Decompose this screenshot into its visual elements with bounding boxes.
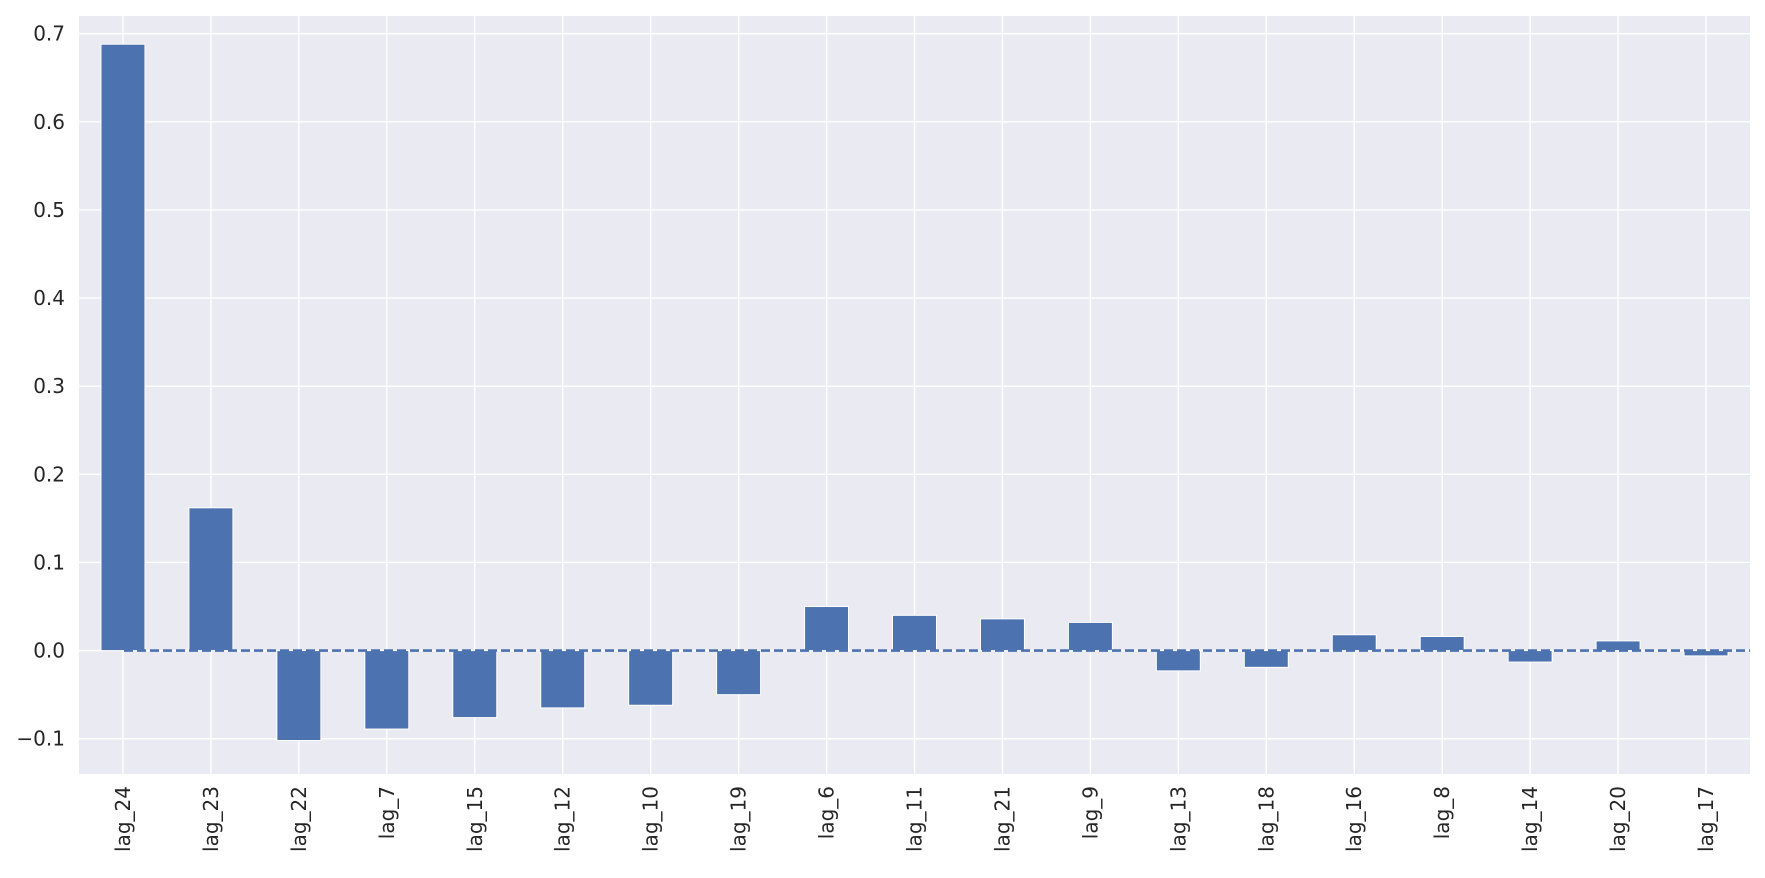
x-tick-label: lag_22: [287, 786, 311, 852]
y-tick-label: 0.1: [33, 550, 65, 574]
x-tick-label: lag_11: [903, 786, 927, 852]
x-tick-label: lag_15: [463, 786, 487, 852]
x-tick-label: lag_17: [1694, 786, 1718, 852]
bar-lag_23: [188, 507, 234, 652]
bar-lag_8: [1419, 636, 1465, 652]
bar-lag_20: [1595, 640, 1641, 652]
x-tick-label: lag_20: [1606, 786, 1630, 852]
bar-lag_17: [1683, 650, 1729, 657]
x-tick-label: lag_10: [639, 786, 663, 852]
y-axis-ticks: −0.1 0.0 0.1 0.2 0.3 0.4 0.5 0.6 0.7: [16, 22, 65, 751]
x-axis-ticks: lag_24 lag_23 lag_22 lag_7 lag_15 lag_12 lag_1…: [111, 786, 1718, 852]
x-tick-label: lag_14: [1518, 786, 1542, 852]
bar-lag_19: [716, 650, 762, 696]
bar-lag_6: [804, 606, 850, 652]
x-tick-label: lag_12: [551, 786, 575, 852]
y-tick-label: 0.4: [33, 286, 65, 310]
bar-lag_18: [1243, 650, 1289, 668]
x-tick-label: lag_16: [1342, 786, 1366, 852]
y-tick-label: 0.0: [33, 639, 65, 663]
bar-lag_16: [1331, 634, 1377, 652]
y-tick-label: −0.1: [16, 727, 65, 751]
bar-lag_10: [628, 650, 674, 706]
x-tick-label: lag_23: [199, 786, 223, 852]
x-tick-label: lag_8: [1430, 786, 1454, 839]
x-tick-label: lag_18: [1254, 786, 1278, 852]
bar-lag_15: [452, 650, 498, 719]
bar-lag_7: [364, 650, 410, 730]
x-tick-label: lag_9: [1078, 786, 1102, 839]
bar-lag_21: [979, 618, 1025, 652]
bar-lag_14: [1507, 650, 1553, 663]
bar-lag_13: [1155, 650, 1201, 672]
y-tick-label: 0.7: [33, 22, 65, 46]
y-tick-label: 0.2: [33, 462, 65, 486]
x-tick-label: lag_7: [375, 786, 399, 839]
bar-lag_9: [1067, 621, 1113, 652]
y-tick-label: 0.6: [33, 110, 65, 134]
x-tick-label: lag_24: [111, 786, 135, 852]
y-tick-label: 0.3: [33, 374, 65, 398]
bar-lag_11: [892, 614, 937, 652]
bar-lag_22: [276, 650, 322, 742]
x-tick-label: lag_13: [1166, 786, 1190, 852]
bar-lag_24: [100, 43, 146, 652]
bars: [100, 43, 1729, 742]
bar-lag_12: [540, 650, 586, 709]
x-tick-label: lag_6: [815, 786, 839, 839]
x-tick-label: lag_21: [990, 786, 1014, 852]
y-tick-label: 0.5: [33, 198, 65, 222]
x-tick-label: lag_19: [727, 786, 751, 852]
